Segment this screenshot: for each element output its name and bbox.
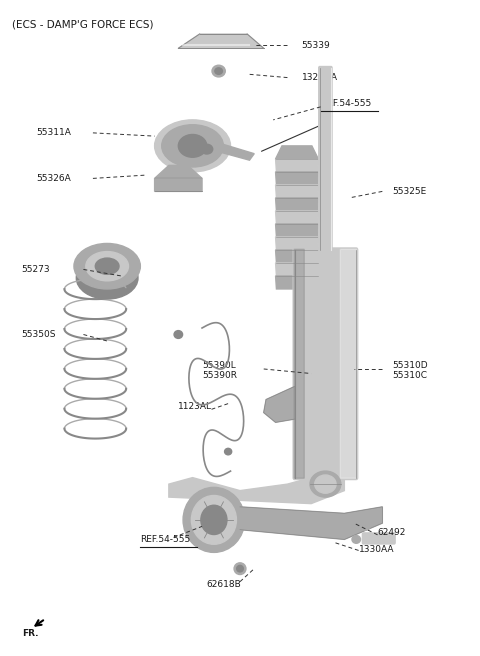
Text: REF.54-555: REF.54-555 bbox=[140, 535, 191, 544]
FancyBboxPatch shape bbox=[362, 533, 395, 544]
Ellipse shape bbox=[201, 505, 227, 535]
Ellipse shape bbox=[179, 134, 207, 157]
Text: 62492: 62492 bbox=[378, 528, 406, 537]
Polygon shape bbox=[202, 139, 254, 160]
Ellipse shape bbox=[86, 251, 129, 281]
Polygon shape bbox=[276, 159, 318, 172]
Text: 55350S: 55350S bbox=[22, 330, 56, 339]
Ellipse shape bbox=[192, 495, 237, 544]
FancyBboxPatch shape bbox=[293, 248, 358, 480]
Text: (ECS - DAMP'G FORCE ECS): (ECS - DAMP'G FORCE ECS) bbox=[12, 19, 154, 29]
Text: 55310D
55310C: 55310D 55310C bbox=[392, 361, 428, 380]
Text: 62618B: 62618B bbox=[207, 581, 241, 590]
Ellipse shape bbox=[162, 125, 223, 167]
Ellipse shape bbox=[237, 565, 243, 572]
Ellipse shape bbox=[225, 448, 232, 455]
Ellipse shape bbox=[352, 535, 360, 543]
Polygon shape bbox=[276, 185, 318, 198]
Polygon shape bbox=[240, 507, 383, 539]
Text: REF.54-555: REF.54-555 bbox=[321, 99, 371, 108]
Ellipse shape bbox=[74, 243, 140, 289]
Polygon shape bbox=[276, 276, 318, 289]
Text: 55326A: 55326A bbox=[36, 174, 71, 183]
Ellipse shape bbox=[76, 256, 138, 299]
Text: 55390L
55390R: 55390L 55390R bbox=[202, 361, 237, 380]
Text: 55339: 55339 bbox=[301, 41, 330, 50]
Ellipse shape bbox=[361, 522, 370, 530]
Ellipse shape bbox=[212, 65, 225, 77]
Ellipse shape bbox=[155, 120, 230, 172]
Text: 55311A: 55311A bbox=[36, 129, 71, 137]
Polygon shape bbox=[276, 198, 318, 211]
Polygon shape bbox=[264, 386, 295, 422]
Ellipse shape bbox=[174, 331, 182, 338]
Polygon shape bbox=[169, 471, 344, 504]
Text: 1330AA: 1330AA bbox=[359, 544, 394, 554]
Ellipse shape bbox=[310, 471, 341, 497]
Polygon shape bbox=[155, 165, 202, 192]
FancyBboxPatch shape bbox=[319, 66, 332, 251]
Text: 55273: 55273 bbox=[22, 265, 50, 274]
Ellipse shape bbox=[183, 487, 245, 552]
Text: 1123AL: 1123AL bbox=[179, 401, 212, 411]
Polygon shape bbox=[276, 224, 318, 237]
Ellipse shape bbox=[234, 563, 246, 575]
Ellipse shape bbox=[215, 68, 222, 74]
FancyBboxPatch shape bbox=[340, 249, 357, 478]
Ellipse shape bbox=[315, 475, 336, 493]
Ellipse shape bbox=[96, 258, 119, 274]
Text: 55325E: 55325E bbox=[392, 187, 426, 196]
Polygon shape bbox=[276, 146, 318, 159]
Ellipse shape bbox=[201, 144, 213, 154]
FancyBboxPatch shape bbox=[294, 249, 304, 478]
Polygon shape bbox=[179, 34, 264, 49]
Polygon shape bbox=[276, 263, 318, 276]
Text: 1326GA: 1326GA bbox=[301, 73, 337, 82]
Polygon shape bbox=[276, 172, 318, 185]
Polygon shape bbox=[276, 211, 318, 224]
Polygon shape bbox=[276, 237, 318, 250]
Polygon shape bbox=[276, 250, 318, 263]
Text: FR.: FR. bbox=[22, 629, 38, 638]
